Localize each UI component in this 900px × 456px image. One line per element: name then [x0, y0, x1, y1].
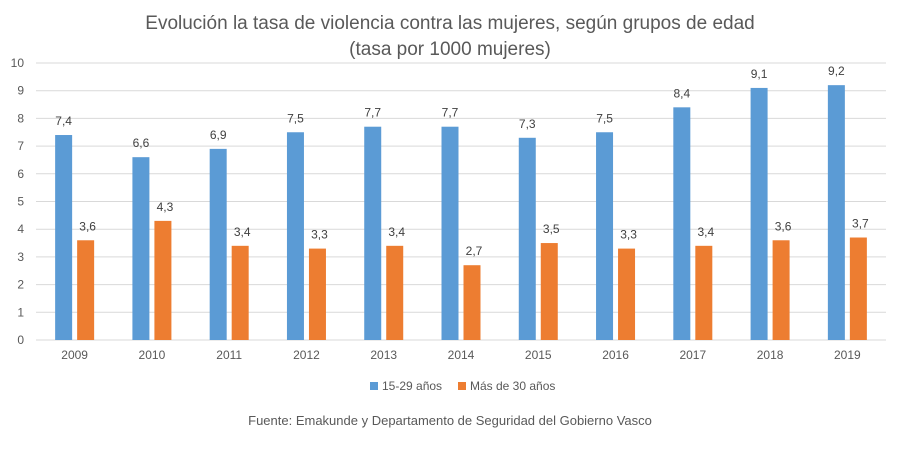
data-label: 7,5	[287, 111, 304, 125]
data-label: 3,7	[852, 217, 869, 231]
bar	[132, 157, 150, 340]
x-tick-label: 2019	[834, 348, 861, 362]
data-label: 7,5	[596, 111, 613, 125]
data-label: 3,6	[79, 219, 96, 233]
legend-label-15-29: 15-29 años	[382, 379, 442, 393]
bar	[364, 126, 382, 341]
bar	[673, 107, 691, 340]
data-label: 4,3	[157, 200, 174, 214]
bars	[55, 85, 867, 341]
data-label: 3,6	[775, 219, 792, 233]
y-tick-label: 1	[17, 305, 24, 319]
y-tick-label: 9	[17, 84, 24, 98]
data-label: 7,4	[55, 114, 72, 128]
y-tick-label: 0	[17, 333, 24, 347]
bar	[750, 87, 768, 341]
bar	[55, 135, 73, 340]
data-label: 7,7	[364, 106, 381, 120]
bar	[77, 240, 95, 340]
bar	[441, 126, 459, 341]
x-tick-label: 2009	[61, 348, 88, 362]
x-tick-label: 2016	[602, 348, 629, 362]
bar	[540, 243, 558, 340]
bar	[596, 132, 614, 340]
data-label: 3,4	[388, 225, 405, 239]
y-tick-label: 10	[11, 56, 25, 70]
bar	[518, 137, 536, 340]
bar	[386, 245, 404, 340]
data-label: 3,3	[620, 228, 637, 242]
x-tick-label: 2014	[448, 348, 475, 362]
data-label: 3,5	[543, 222, 560, 236]
data-label: 7,3	[519, 117, 536, 131]
x-tick-label: 2010	[139, 348, 166, 362]
data-label: 8,4	[673, 86, 690, 100]
gridlines	[36, 62, 886, 341]
bar	[772, 240, 790, 340]
legend-swatch-15-29	[370, 382, 378, 390]
data-labels: 7,4 3,6 6,6 4,3 6,9 3,4 7,5 3,3 7,7 3,4 7,7 2,7 7,3 3…	[55, 64, 869, 258]
data-label: 3,4	[697, 225, 714, 239]
y-axis: 0 1 2 3 4 5 6 7 8 9 10	[11, 56, 25, 347]
y-tick-label: 8	[17, 111, 24, 125]
data-label: 6,9	[210, 128, 227, 142]
bar	[463, 265, 481, 340]
x-axis: 2009 2010 2011 2012 2013 2014 2015 2016 2017 2018…	[61, 348, 861, 362]
bar	[286, 132, 304, 340]
x-tick-label: 2017	[679, 348, 706, 362]
y-tick-label: 6	[17, 167, 24, 181]
bar	[695, 245, 713, 340]
legend-swatch-30-plus	[458, 382, 466, 390]
bar	[154, 220, 172, 340]
data-label: 9,1	[751, 67, 768, 81]
y-tick-label: 7	[17, 139, 24, 153]
chart-title: Evolución la tasa de violencia contra la…	[145, 13, 754, 34]
data-label: 7,7	[442, 106, 459, 120]
bar	[618, 248, 636, 340]
data-label: 9,2	[828, 64, 845, 78]
bar	[231, 245, 249, 340]
bar	[308, 248, 326, 340]
data-label: 2,7	[466, 244, 483, 258]
chart-subtitle: (tasa por 1000 mujeres)	[349, 39, 551, 60]
y-tick-label: 3	[17, 250, 24, 264]
data-label: 6,6	[133, 136, 150, 150]
bar	[827, 85, 845, 340]
y-tick-label: 2	[17, 278, 24, 292]
source-note: Fuente: Emakunde y Departamento de Segur…	[248, 413, 652, 428]
data-label: 3,3	[311, 228, 328, 242]
x-tick-label: 2015	[525, 348, 552, 362]
x-tick-label: 2012	[293, 348, 320, 362]
x-tick-label: 2013	[370, 348, 397, 362]
bar	[209, 148, 227, 340]
legend-label-30-plus: Más de 30 años	[470, 379, 555, 393]
x-tick-label: 2018	[757, 348, 784, 362]
x-tick-label: 2011	[216, 348, 242, 362]
legend: 15-29 años Más de 30 años	[370, 379, 555, 393]
data-label: 3,4	[234, 225, 251, 239]
bar	[849, 237, 867, 340]
y-tick-label: 4	[17, 222, 24, 236]
y-tick-label: 5	[17, 195, 24, 209]
